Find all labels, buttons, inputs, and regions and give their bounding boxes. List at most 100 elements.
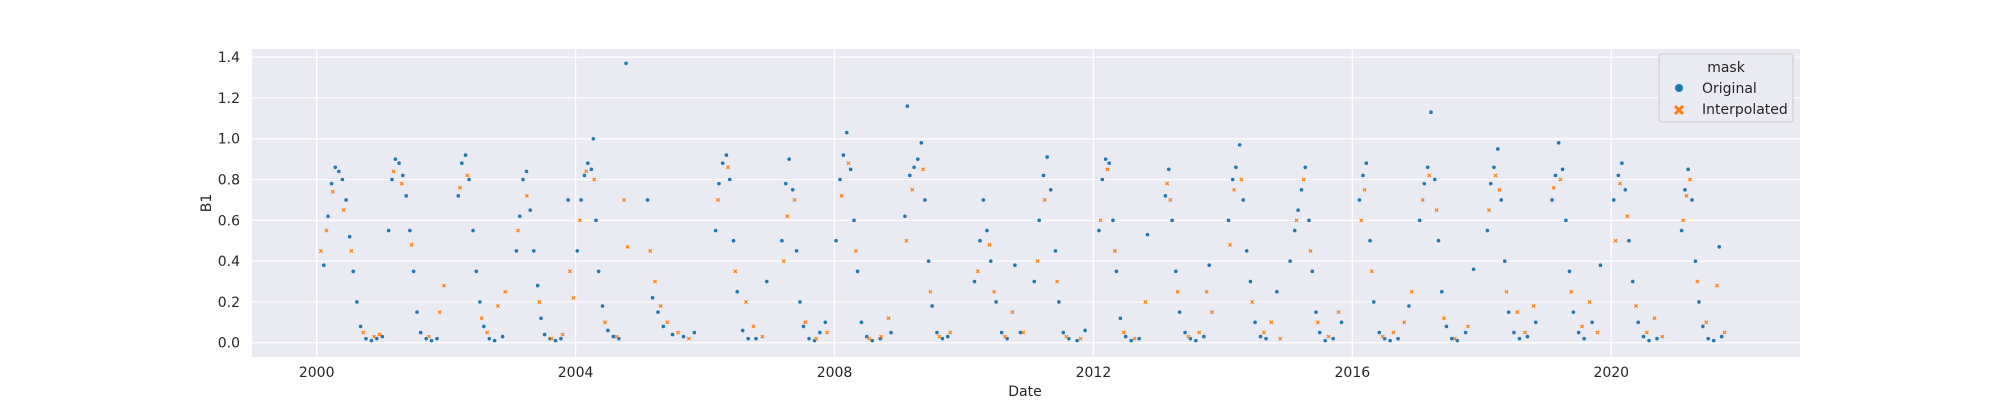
data-point-original	[1310, 269, 1315, 274]
data-point-original	[589, 167, 594, 172]
data-point-original	[1361, 173, 1365, 178]
data-point-original	[1620, 161, 1624, 166]
data-point-original	[492, 338, 497, 343]
data-point-original	[600, 304, 605, 308]
data-point-original	[889, 330, 893, 335]
data-point-original	[1517, 336, 1522, 341]
data-point-interpolated	[1165, 181, 1170, 186]
data-point-original	[945, 334, 950, 339]
data-point-original	[1177, 310, 1182, 314]
data-point-original	[1303, 165, 1308, 170]
data-point-interpolated	[1715, 283, 1720, 288]
data-point-original	[1061, 330, 1066, 335]
data-point-original	[1396, 336, 1400, 341]
data-point-interpolated	[1078, 336, 1083, 341]
legend: mask Original Interpolated	[1658, 53, 1794, 123]
data-point-original	[586, 161, 590, 166]
x-tick-label: 2000	[299, 365, 335, 381]
data-point-original	[783, 181, 788, 186]
data-point-interpolated	[1644, 330, 1649, 335]
y-tick-label: 1.0	[218, 132, 240, 148]
data-point-interpolated	[1409, 289, 1414, 294]
data-point-interpolated	[1228, 242, 1233, 247]
data-point-original	[524, 169, 529, 174]
data-point-original	[355, 300, 359, 304]
data-point-interpolated	[839, 193, 844, 198]
data-point-original	[1683, 187, 1687, 192]
data-point-original	[1506, 310, 1511, 314]
data-point-original	[1307, 218, 1311, 223]
data-point-interpolated	[1515, 310, 1520, 315]
data-point-interpolated	[549, 336, 554, 341]
data-point-interpolated	[803, 320, 808, 325]
data-point-original	[1463, 330, 1468, 335]
data-point-original	[1288, 259, 1292, 263]
data-point-original	[1299, 187, 1304, 192]
data-point-original	[1556, 141, 1561, 145]
data-point-original	[528, 208, 533, 212]
data-point-interpolated	[1168, 197, 1173, 202]
data-point-original	[411, 269, 416, 274]
data-point-original	[926, 259, 931, 263]
legend-original-marker	[1675, 84, 1683, 92]
data-point-original	[471, 228, 475, 233]
x-tick-label: 2008	[817, 365, 853, 381]
data-point-original	[535, 283, 540, 288]
data-point-interpolated	[781, 259, 786, 264]
data-point-interpolated	[560, 332, 565, 337]
data-point-original	[1471, 267, 1476, 272]
data-point-interpolated	[686, 336, 691, 341]
data-point-original	[1440, 289, 1444, 294]
data-point-interpolated	[1522, 330, 1527, 335]
data-point-original	[790, 187, 795, 192]
data-point-original	[429, 338, 434, 343]
data-point-interpolated	[1634, 303, 1639, 309]
data-point-interpolated	[1595, 330, 1600, 335]
data-point-original	[754, 336, 758, 341]
data-point-original	[724, 153, 729, 157]
data-point-original	[1137, 336, 1141, 341]
data-point-original	[1425, 165, 1430, 170]
data-point-original	[517, 214, 522, 219]
data-point-interpolated	[1452, 336, 1457, 341]
data-point-interpolated	[1204, 289, 1209, 294]
data-point-original	[1598, 263, 1603, 268]
data-point-interpolated	[1042, 197, 1047, 202]
data-point-original	[1037, 218, 1042, 223]
data-point-original	[1706, 336, 1711, 341]
data-point-interpolated	[725, 165, 731, 170]
data-point-original	[337, 169, 341, 174]
data-point-interpolated	[853, 248, 858, 253]
data-point-original	[1717, 245, 1721, 249]
x-axis-label: Date	[1008, 384, 1041, 400]
data-point-interpolated	[1704, 320, 1709, 325]
data-point-interpolated	[437, 310, 442, 315]
data-point-original	[591, 136, 596, 141]
data-point-original	[818, 330, 822, 335]
data-point-original	[1719, 334, 1724, 339]
data-point-interpolated	[1186, 334, 1191, 339]
data-point-original	[1237, 143, 1242, 147]
x-tick-label: 2004	[558, 365, 594, 381]
data-point-original	[923, 198, 927, 202]
data-point-interpolated	[1143, 299, 1148, 304]
data-point-original	[1582, 336, 1586, 341]
data-point-interpolated	[975, 269, 980, 274]
data-point-interpolated	[785, 214, 790, 219]
data-point-interpolated	[1427, 173, 1432, 178]
data-point-interpolated	[495, 303, 501, 309]
data-point-original	[1550, 198, 1554, 202]
data-point-original	[1627, 238, 1631, 243]
data-point-original	[661, 324, 666, 329]
data-point-interpolated	[524, 193, 529, 198]
data-point-original	[1275, 289, 1279, 294]
data-point-original	[930, 304, 934, 308]
data-point-original	[720, 161, 725, 166]
data-point-original	[1429, 110, 1433, 115]
data-point-original	[1123, 334, 1128, 339]
data-point-original	[1107, 161, 1112, 166]
data-point-interpolated	[1660, 334, 1665, 339]
data-point-interpolated	[992, 289, 997, 294]
data-point-original	[1163, 194, 1168, 198]
data-point-interpolated	[602, 320, 608, 325]
